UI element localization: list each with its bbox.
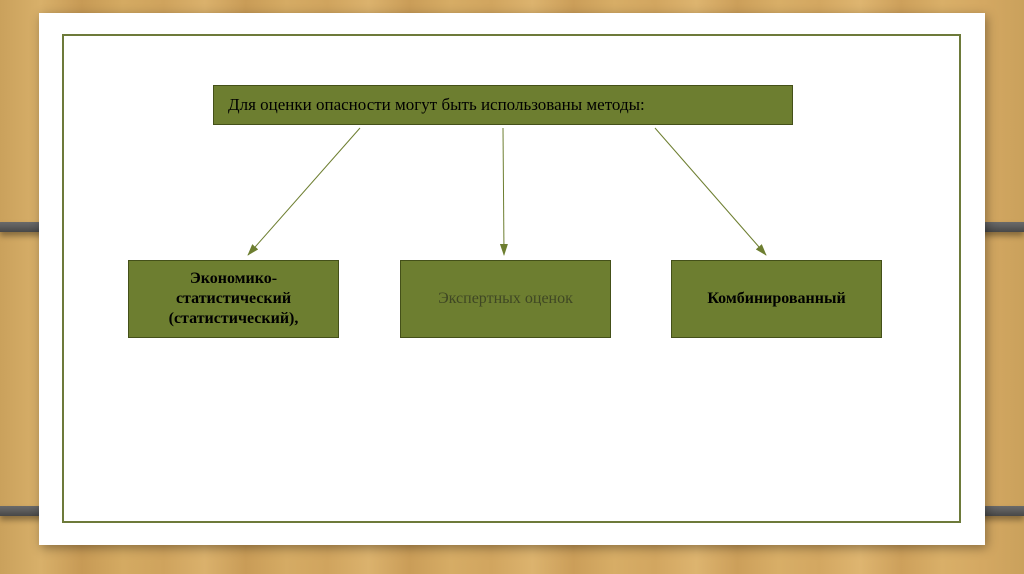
diagram-child-combined-text: Комбинированный <box>707 289 845 309</box>
diagram-child-combined: Комбинированный <box>671 260 882 338</box>
diagram-header-text: Для оценки опасности могут быть использо… <box>228 94 645 115</box>
diagram-child-econ-stat-text: Экономико-статистический (статистический… <box>139 269 328 329</box>
diagram-child-econ-stat: Экономико-статистический (статистический… <box>128 260 339 338</box>
slide-card: Для оценки опасности могут быть использо… <box>39 13 985 545</box>
diagram-child-expert-text: Экспертных оценок <box>438 289 573 309</box>
diagram-header-box: Для оценки опасности могут быть использо… <box>213 85 793 125</box>
diagram-child-expert: Экспертных оценок <box>400 260 611 338</box>
